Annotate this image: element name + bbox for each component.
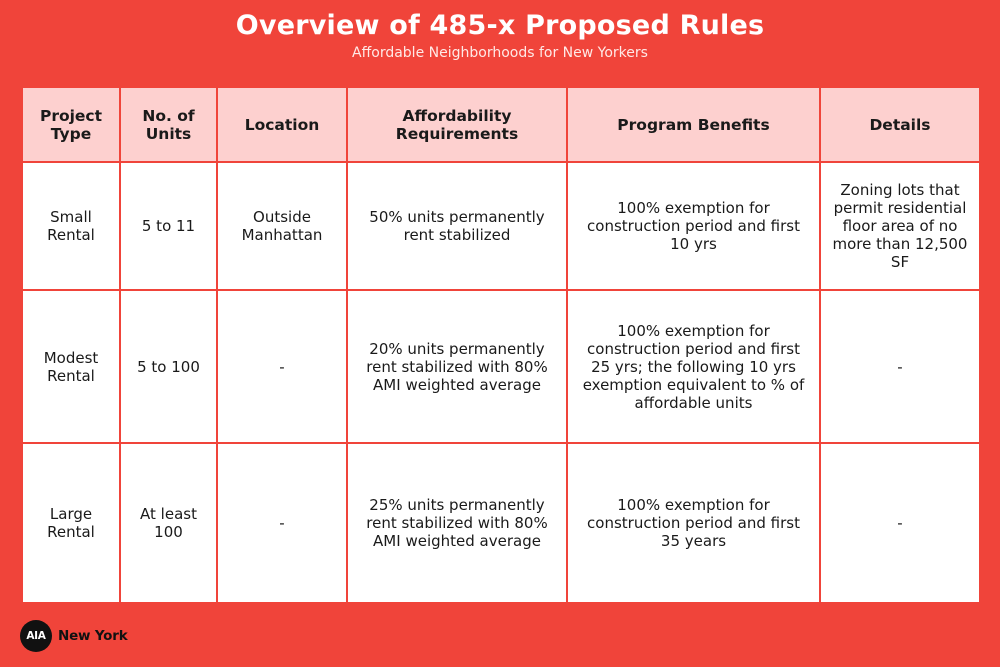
cell-units: 5 to 100	[119, 289, 218, 444]
cell-project-type: Modest Rental	[21, 289, 121, 444]
logo-text: New York	[58, 628, 128, 644]
cell-project-type: Small Rental	[21, 161, 121, 291]
cell-benefits: 100% exemption for construction period a…	[566, 442, 821, 604]
column-header-details: Details	[819, 86, 981, 163]
cell-details: Zoning lots that permit residential floo…	[819, 161, 981, 291]
cell-affordability: 50% units permanently rent stabilized	[346, 161, 568, 291]
table-header-row: Project Type No. of Units Location Affor…	[21, 86, 981, 163]
cell-details: -	[819, 289, 981, 444]
cell-affordability: 20% units permanently rent stabilized wi…	[346, 289, 568, 444]
cell-project-type: Large Rental	[21, 442, 121, 604]
cell-details: -	[819, 442, 981, 604]
column-header-project-type: Project Type	[21, 86, 121, 163]
cell-affordability: 25% units permanently rent stabilized wi…	[346, 442, 568, 604]
column-header-affordability: Affordability Requirements	[346, 86, 568, 163]
cell-benefits: 100% exemption for construction period a…	[566, 289, 821, 444]
page-title: Overview of 485-x Proposed Rules	[235, 10, 765, 41]
column-header-benefits: Program Benefits	[566, 86, 821, 163]
aia-new-york-logo: AIA New York	[20, 620, 128, 652]
rules-table: Project Type No. of Units Location Affor…	[21, 86, 981, 604]
column-header-location: Location	[216, 86, 348, 163]
column-header-units: No. of Units	[119, 86, 218, 163]
table-row: Small Rental 5 to 11 Outside Manhattan 5…	[21, 161, 981, 291]
cell-benefits: 100% exemption for construction period a…	[566, 161, 821, 291]
cell-location: Outside Manhattan	[216, 161, 348, 291]
table-row: Modest Rental 5 to 100 - 20% units perma…	[21, 289, 981, 444]
page-subtitle: Affordable Neighborhoods for New Yorkers	[352, 45, 648, 61]
cell-units: At least 100	[119, 442, 218, 604]
cell-location: -	[216, 289, 348, 444]
table-row: Large Rental At least 100 - 25% units pe…	[21, 442, 981, 604]
cell-location: -	[216, 442, 348, 604]
aia-logo-icon: AIA	[20, 620, 52, 652]
cell-units: 5 to 11	[119, 161, 218, 291]
